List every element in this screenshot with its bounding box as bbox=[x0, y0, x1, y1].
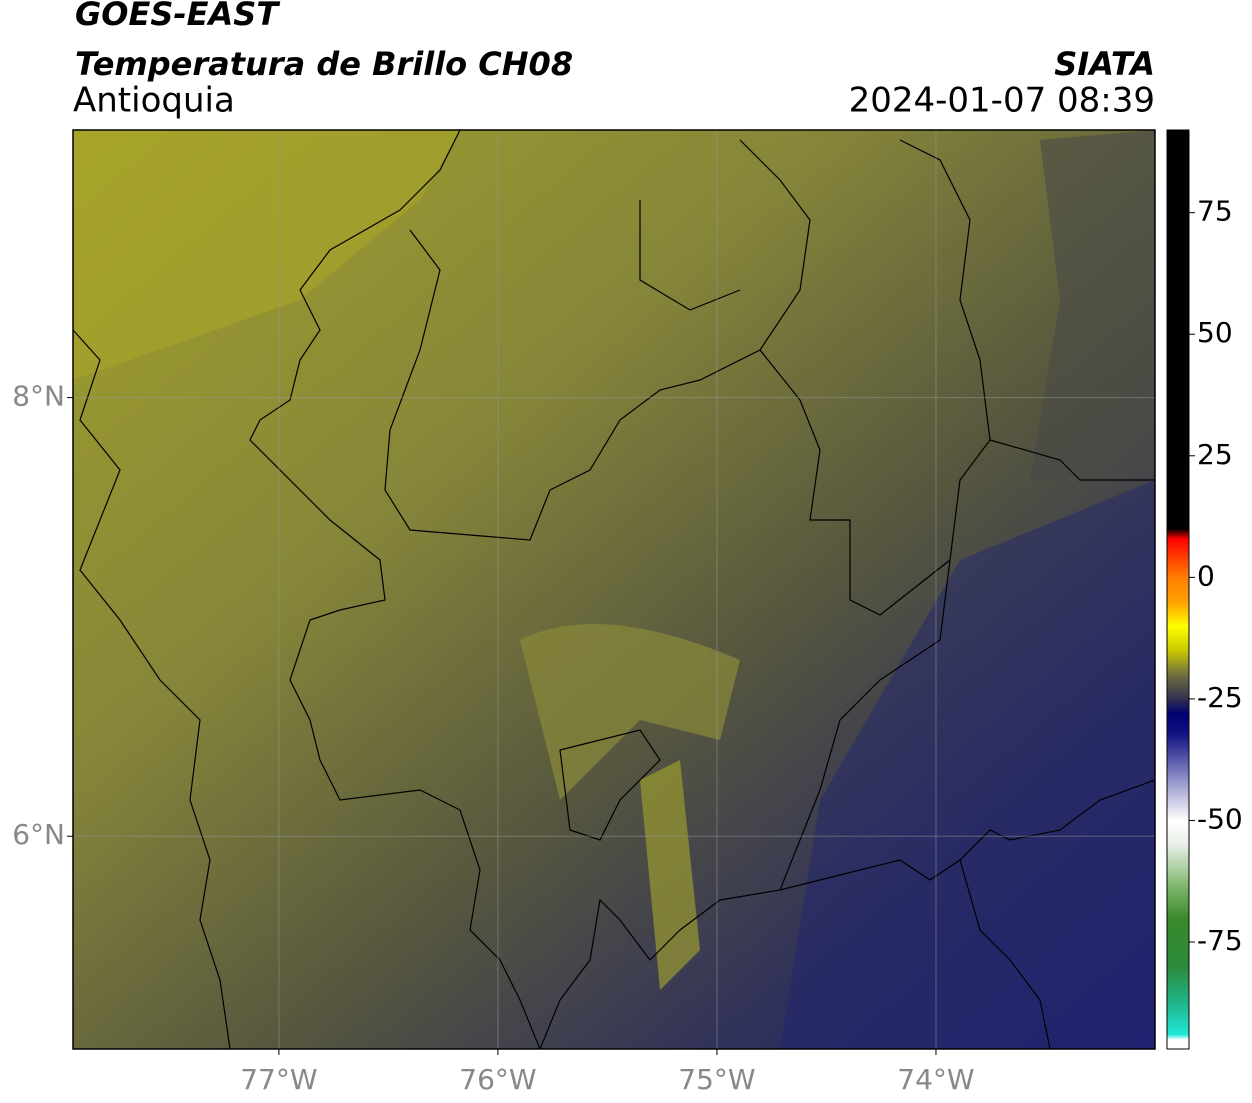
colorbar-tick-label: 0 bbox=[1197, 559, 1215, 592]
colorbar-segment bbox=[1167, 601, 1189, 627]
colorbar-tick-label: 50 bbox=[1197, 316, 1233, 349]
source: SIATA bbox=[1054, 45, 1155, 83]
colorbar-segment bbox=[1167, 625, 1189, 651]
colorbar-segment bbox=[1167, 762, 1189, 797]
subtitle: Temperatura de Brillo CH08 bbox=[75, 45, 573, 83]
colorbar-segment bbox=[1167, 878, 1189, 919]
colorbar-segment bbox=[1167, 698, 1189, 714]
region: Antioquia bbox=[73, 81, 235, 121]
y-tick-label: 6°N bbox=[12, 818, 65, 851]
colorbar-segment bbox=[1167, 577, 1189, 603]
colorbar-segment bbox=[1167, 713, 1189, 734]
grid bbox=[67, 130, 1155, 1055]
colorbar-segment bbox=[1167, 844, 1189, 880]
colorbar-segment bbox=[1167, 966, 1189, 1006]
borders bbox=[73, 130, 1155, 1049]
colorbar-segment bbox=[1167, 130, 1189, 530]
colorbar-tick-label: -25 bbox=[1197, 681, 1243, 714]
colorbar-segment bbox=[1167, 1039, 1189, 1050]
colorbar-segment bbox=[1167, 820, 1189, 846]
colorbar-frame bbox=[1166, 129, 1190, 1050]
colorbar-segment bbox=[1167, 674, 1189, 700]
colorbar-segment bbox=[1167, 553, 1189, 578]
x-tick-label: 77°W bbox=[240, 1063, 317, 1096]
colorbar: -75 -50 -25 0 25 50 75 bbox=[1166, 129, 1243, 1050]
x-tick-label: 76°W bbox=[459, 1063, 536, 1096]
colorbar-segment bbox=[1167, 528, 1189, 539]
colorbar-tick-label: -75 bbox=[1197, 924, 1243, 957]
colorbar-segment bbox=[1167, 917, 1189, 967]
colorbar-segment bbox=[1167, 796, 1189, 821]
x-tick-label: 74°W bbox=[897, 1063, 974, 1096]
colorbar-tick-label: 75 bbox=[1197, 195, 1233, 228]
y-tick-label: 8°N bbox=[12, 380, 65, 413]
map-frame bbox=[72, 129, 1156, 1050]
cold-patch bbox=[780, 480, 1155, 1049]
colorbar-segment bbox=[1167, 538, 1189, 554]
colorbar-tick-label: -50 bbox=[1197, 802, 1243, 835]
warm-patch bbox=[73, 130, 460, 380]
title: GOES-EAST bbox=[75, 0, 280, 33]
timestamp: 2024-01-07 08:39 bbox=[849, 81, 1155, 121]
colorbar-segment bbox=[1167, 1005, 1189, 1035]
warm-patch bbox=[640, 760, 700, 990]
colorbar-segment bbox=[1167, 1034, 1189, 1040]
colorbar-segment bbox=[1167, 732, 1189, 763]
colorbar-tick-label: 25 bbox=[1197, 438, 1233, 471]
x-tick-label: 75°W bbox=[678, 1063, 755, 1096]
colorbar-segment bbox=[1167, 650, 1189, 676]
map-area bbox=[73, 130, 1155, 1049]
cold-patch bbox=[1030, 130, 1155, 480]
warm-patch bbox=[520, 624, 740, 800]
